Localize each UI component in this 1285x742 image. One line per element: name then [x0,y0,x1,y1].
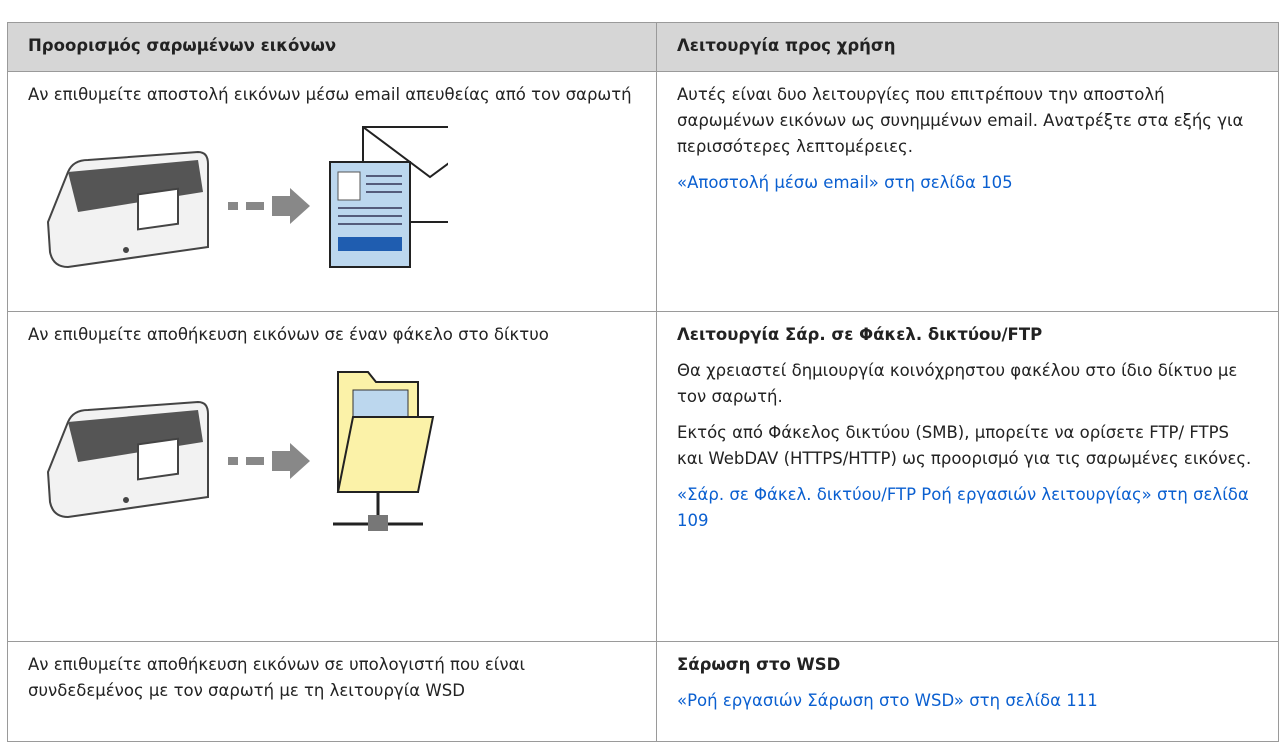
folder-illustration [46,371,435,531]
header-cell: Προορισμός σαρωμένων εικόνων [7,22,657,72]
link[interactable]: «Ροή εργασιών Σάρωση στο WSD» στη σελίδα… [677,691,1098,710]
link[interactable]: «Σάρ. σε Φάκελ. δικτύου/FTP Ροή εργασιών… [677,485,1249,530]
paragraph: Θα χρειαστεί δημιουργία κοινόχρηστου φακ… [677,361,1238,406]
function-title: Σάρωση στο WSD [677,655,841,674]
paragraph: Εκτός από Φάκελος δικτύου (SMB), μπορείτ… [677,423,1252,468]
cell: Σάρωση στο WSD «Ροή εργασιών Σάρωση στο … [656,641,1279,742]
cell: Αν επιθυμείτε αποθήκευση εικόνων σε υπολ… [7,641,657,742]
paragraph: Αυτές είναι δυο λειτουργίες που επιτρέπο… [677,85,1244,156]
link[interactable]: «Αποστολή μέσω email» στη σελίδα 105 [677,173,1013,192]
row: Αν επιθυμείτε αποθήκευση εικόνων σε έναν… [7,311,1279,642]
email-illustration [46,126,448,269]
header-row: Προορισμός σαρωμένων εικόνων Λειτουργία … [7,22,1279,72]
header-cell: Λειτουργία προς χρήση [656,22,1279,72]
function-title: Λειτουργία Σάρ. σε Φάκελ. δικτύου/FTP [677,325,1043,344]
cell: Αν επιθυμείτε αποθήκευση εικόνων σε έναν… [7,311,657,642]
cell: Αν επιθυμείτε αποστολή εικόνων μέσω emai… [7,71,657,312]
scan-destination-table: Προορισμός σαρωμένων εικόνων Λειτουργία … [7,22,1279,742]
cell: Λειτουργία Σάρ. σε Φάκελ. δικτύου/FTP Θα… [656,311,1279,642]
destination-text: Αν επιθυμείτε αποθήκευση εικόνων σε έναν… [28,325,549,344]
row: Αν επιθυμείτε αποστολή εικόνων μέσω emai… [7,71,1279,312]
cell: Αυτές είναι δυο λειτουργίες που επιτρέπο… [656,71,1279,312]
destination-text: Αν επιθυμείτε αποθήκευση εικόνων σε υπολ… [28,655,526,700]
destination-text: Αν επιθυμείτε αποστολή εικόνων μέσω emai… [28,85,632,104]
row: Αν επιθυμείτε αποθήκευση εικόνων σε υπολ… [7,641,1279,742]
